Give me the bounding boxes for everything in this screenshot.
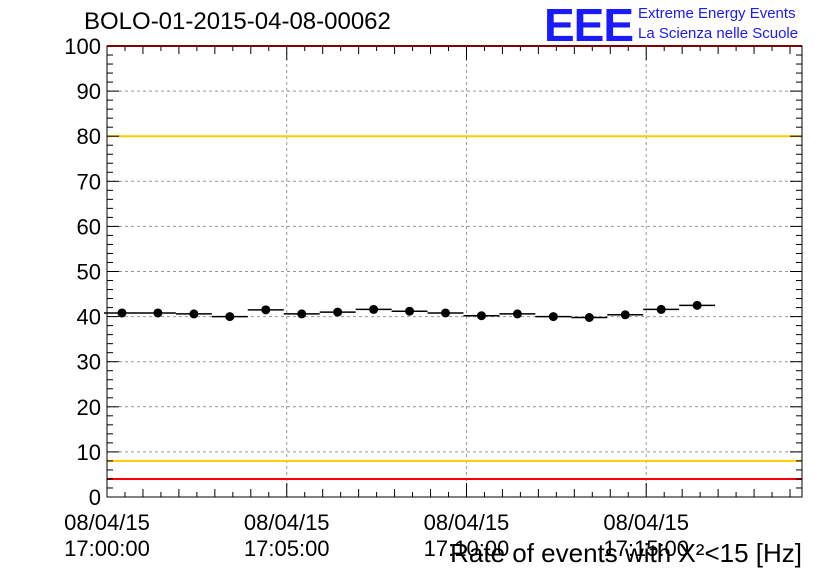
data-point — [584, 313, 594, 323]
x-tick-label-time: 17:05:00 — [244, 536, 330, 561]
data-point — [512, 309, 522, 319]
x-tick-label-time: 17:15:00 — [603, 536, 689, 561]
x-tick-label-date: 08/04/15 — [603, 510, 689, 535]
y-tick-label: 0 — [89, 485, 101, 510]
y-tick-label: 10 — [77, 440, 101, 465]
data-point — [189, 309, 199, 319]
y-tick-label: 40 — [77, 305, 101, 330]
data-point — [117, 308, 127, 318]
x-axis-title: Rate of events with Χ²<15 [Hz] — [450, 538, 802, 568]
y-tick-label: 90 — [77, 79, 101, 104]
chart-title: BOLO-01-2015-04-08-00062 — [84, 8, 391, 35]
x-tick-label-date: 08/04/15 — [64, 510, 150, 535]
y-tick-label: 70 — [77, 169, 101, 194]
data-point — [620, 310, 630, 320]
data-point — [548, 312, 558, 322]
y-tick-label: 100 — [64, 34, 101, 59]
logo-line-2: La Scienza nelle Scuole — [638, 25, 799, 42]
data-point — [441, 308, 451, 318]
eee-logo: EEE Extreme Energy Events La Scienza nel… — [544, 0, 834, 51]
data-point — [297, 309, 307, 319]
data-point — [405, 306, 415, 316]
x-tick-label-date: 08/04/15 — [244, 510, 330, 535]
logo-line-1: Extreme Energy Events — [638, 5, 796, 22]
x-tick-label-time: 17:00:00 — [64, 536, 150, 561]
data-point — [369, 304, 379, 314]
data-point — [261, 305, 271, 315]
y-tick-label: 20 — [77, 395, 101, 420]
data-point — [656, 304, 666, 314]
data-point — [333, 307, 343, 317]
data-point — [225, 312, 235, 322]
y-tick-label: 80 — [77, 124, 101, 149]
logo-mark: EEE — [544, 0, 634, 51]
y-tick-label: 30 — [77, 350, 101, 375]
data-point — [476, 311, 486, 321]
data-point — [153, 308, 163, 318]
x-tick-label-date: 08/04/15 — [424, 510, 510, 535]
y-tick-label: 60 — [77, 214, 101, 239]
y-tick-label: 50 — [77, 260, 101, 285]
data-point — [692, 300, 702, 310]
x-tick-label-time: 17:10:00 — [424, 536, 510, 561]
